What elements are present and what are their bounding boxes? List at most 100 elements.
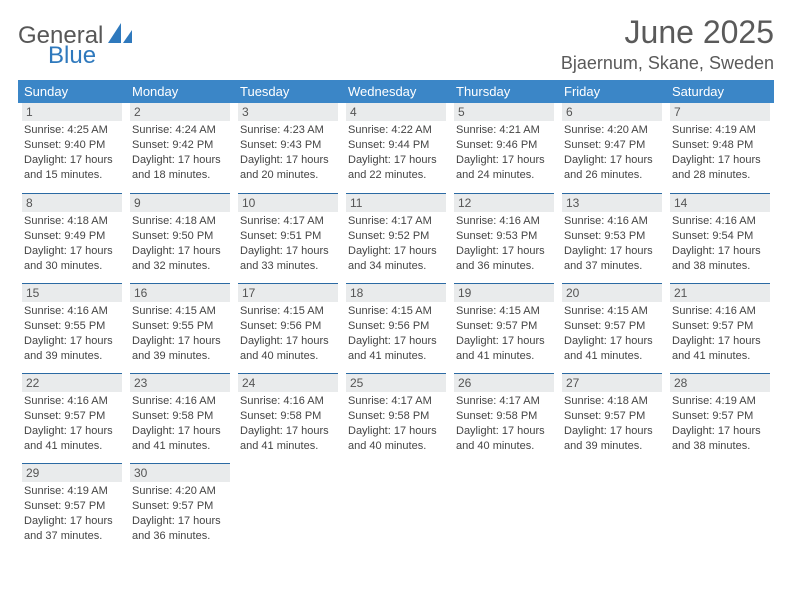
detail-line: Sunrise: 4:15 AM	[456, 304, 552, 319]
day-detail: Sunrise: 4:20 AMSunset: 9:47 PMDaylight:…	[562, 123, 662, 182]
calendar-row: 8Sunrise: 4:18 AMSunset: 9:49 PMDaylight…	[18, 193, 774, 283]
day-detail: Sunrise: 4:17 AMSunset: 9:58 PMDaylight:…	[454, 394, 554, 453]
detail-line: Sunset: 9:49 PM	[24, 229, 120, 244]
day-number: 14	[670, 193, 770, 212]
logo-sail-icon	[107, 22, 133, 49]
detail-line: Sunrise: 4:16 AM	[240, 394, 336, 409]
detail-line: Sunset: 9:48 PM	[672, 138, 768, 153]
detail-line: and 20 minutes.	[240, 168, 336, 183]
detail-line: Daylight: 17 hours	[564, 334, 660, 349]
detail-line: and 40 minutes.	[456, 439, 552, 454]
day-detail: Sunrise: 4:19 AMSunset: 9:48 PMDaylight:…	[670, 123, 770, 182]
calendar-cell: 15Sunrise: 4:16 AMSunset: 9:55 PMDayligh…	[18, 283, 126, 373]
calendar-cell: 26Sunrise: 4:17 AMSunset: 9:58 PMDayligh…	[450, 373, 558, 463]
detail-line: and 30 minutes.	[24, 259, 120, 274]
detail-line: Sunset: 9:55 PM	[132, 319, 228, 334]
detail-line: Sunrise: 4:16 AM	[132, 394, 228, 409]
detail-line: Daylight: 17 hours	[672, 424, 768, 439]
calendar-cell: 14Sunrise: 4:16 AMSunset: 9:54 PMDayligh…	[666, 193, 774, 283]
detail-line: Daylight: 17 hours	[240, 153, 336, 168]
calendar-cell: 16Sunrise: 4:15 AMSunset: 9:55 PMDayligh…	[126, 283, 234, 373]
calendar-cell	[666, 463, 774, 553]
calendar-cell: 21Sunrise: 4:16 AMSunset: 9:57 PMDayligh…	[666, 283, 774, 373]
detail-line: Sunrise: 4:19 AM	[24, 484, 120, 499]
detail-line: Sunrise: 4:18 AM	[132, 214, 228, 229]
calendar-cell	[450, 463, 558, 553]
detail-line: Daylight: 17 hours	[132, 514, 228, 529]
day-number: 16	[130, 283, 230, 302]
detail-line: Daylight: 17 hours	[564, 424, 660, 439]
detail-line: Sunset: 9:53 PM	[456, 229, 552, 244]
detail-line: and 40 minutes.	[348, 439, 444, 454]
calendar-cell: 22Sunrise: 4:16 AMSunset: 9:57 PMDayligh…	[18, 373, 126, 463]
detail-line: Sunset: 9:43 PM	[240, 138, 336, 153]
day-detail: Sunrise: 4:16 AMSunset: 9:53 PMDaylight:…	[562, 214, 662, 273]
detail-line: Sunrise: 4:25 AM	[24, 123, 120, 138]
calendar-cell: 2Sunrise: 4:24 AMSunset: 9:42 PMDaylight…	[126, 103, 234, 193]
day-detail: Sunrise: 4:16 AMSunset: 9:55 PMDaylight:…	[22, 304, 122, 363]
detail-line: and 41 minutes.	[24, 439, 120, 454]
day-number: 1	[22, 103, 122, 121]
calendar-row: 22Sunrise: 4:16 AMSunset: 9:57 PMDayligh…	[18, 373, 774, 463]
detail-line: Daylight: 17 hours	[456, 153, 552, 168]
calendar-cell: 10Sunrise: 4:17 AMSunset: 9:51 PMDayligh…	[234, 193, 342, 283]
calendar-cell: 8Sunrise: 4:18 AMSunset: 9:49 PMDaylight…	[18, 193, 126, 283]
detail-line: Sunrise: 4:18 AM	[24, 214, 120, 229]
detail-line: Sunset: 9:55 PM	[24, 319, 120, 334]
detail-line: Sunrise: 4:16 AM	[456, 214, 552, 229]
detail-line: Sunrise: 4:17 AM	[240, 214, 336, 229]
day-detail: Sunrise: 4:16 AMSunset: 9:58 PMDaylight:…	[238, 394, 338, 453]
detail-line: Sunset: 9:57 PM	[672, 319, 768, 334]
calendar-cell: 4Sunrise: 4:22 AMSunset: 9:44 PMDaylight…	[342, 103, 450, 193]
day-detail: Sunrise: 4:17 AMSunset: 9:58 PMDaylight:…	[346, 394, 446, 453]
detail-line: Daylight: 17 hours	[564, 244, 660, 259]
day-detail: Sunrise: 4:21 AMSunset: 9:46 PMDaylight:…	[454, 123, 554, 182]
detail-line: Sunset: 9:56 PM	[240, 319, 336, 334]
detail-line: Sunset: 9:57 PM	[564, 409, 660, 424]
weekday-header: Monday	[126, 80, 234, 103]
detail-line: Sunset: 9:50 PM	[132, 229, 228, 244]
detail-line: Sunset: 9:56 PM	[348, 319, 444, 334]
calendar-cell: 11Sunrise: 4:17 AMSunset: 9:52 PMDayligh…	[342, 193, 450, 283]
day-number: 19	[454, 283, 554, 302]
detail-line: and 24 minutes.	[456, 168, 552, 183]
day-detail: Sunrise: 4:18 AMSunset: 9:57 PMDaylight:…	[562, 394, 662, 453]
detail-line: Sunset: 9:58 PM	[240, 409, 336, 424]
detail-line: and 15 minutes.	[24, 168, 120, 183]
day-number: 30	[130, 463, 230, 482]
detail-line: Daylight: 17 hours	[132, 244, 228, 259]
detail-line: Sunset: 9:40 PM	[24, 138, 120, 153]
detail-line: Daylight: 17 hours	[132, 334, 228, 349]
detail-line: Sunrise: 4:16 AM	[24, 394, 120, 409]
day-number: 24	[238, 373, 338, 392]
detail-line: Sunrise: 4:17 AM	[456, 394, 552, 409]
calendar-cell: 13Sunrise: 4:16 AMSunset: 9:53 PMDayligh…	[558, 193, 666, 283]
detail-line: Sunset: 9:57 PM	[564, 319, 660, 334]
detail-line: Daylight: 17 hours	[672, 153, 768, 168]
day-number: 21	[670, 283, 770, 302]
detail-line: and 41 minutes.	[348, 349, 444, 364]
detail-line: Sunset: 9:57 PM	[456, 319, 552, 334]
detail-line: Daylight: 17 hours	[456, 424, 552, 439]
detail-line: Sunrise: 4:23 AM	[240, 123, 336, 138]
detail-line: Sunrise: 4:20 AM	[132, 484, 228, 499]
day-detail: Sunrise: 4:20 AMSunset: 9:57 PMDaylight:…	[130, 484, 230, 543]
day-number: 5	[454, 103, 554, 121]
detail-line: Sunset: 9:57 PM	[24, 499, 120, 514]
day-detail: Sunrise: 4:24 AMSunset: 9:42 PMDaylight:…	[130, 123, 230, 182]
detail-line: Sunrise: 4:18 AM	[564, 394, 660, 409]
detail-line: Daylight: 17 hours	[24, 244, 120, 259]
detail-line: Sunrise: 4:17 AM	[348, 214, 444, 229]
day-number: 18	[346, 283, 446, 302]
day-number: 9	[130, 193, 230, 212]
detail-line: and 37 minutes.	[564, 259, 660, 274]
detail-line: Sunrise: 4:15 AM	[564, 304, 660, 319]
day-number: 10	[238, 193, 338, 212]
detail-line: Sunset: 9:53 PM	[564, 229, 660, 244]
detail-line: Daylight: 17 hours	[24, 153, 120, 168]
detail-line: Sunrise: 4:15 AM	[348, 304, 444, 319]
detail-line: and 32 minutes.	[132, 259, 228, 274]
detail-line: Daylight: 17 hours	[348, 153, 444, 168]
page: General Blue June 2025 Bjaernum, Skane, …	[0, 0, 792, 612]
logo: General Blue	[18, 14, 133, 49]
